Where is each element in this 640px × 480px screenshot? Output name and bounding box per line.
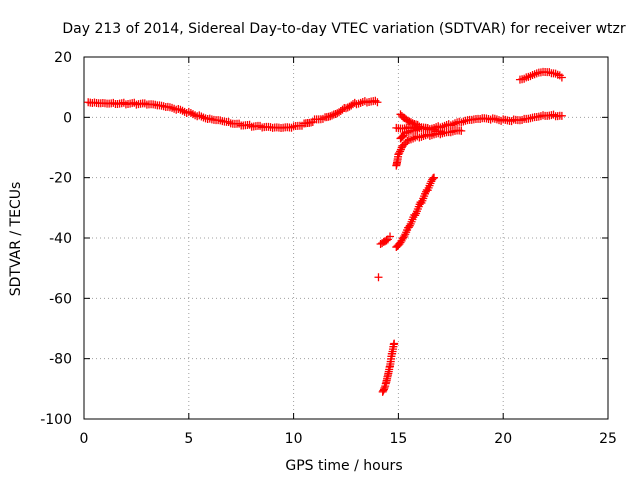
x-tick-label: 15 — [389, 431, 407, 447]
data-point — [457, 126, 466, 135]
data-point — [557, 73, 566, 82]
data-point — [382, 236, 391, 245]
data-point — [374, 273, 383, 282]
tick-labels: 0 5 10 15 20 25 -100 -80 -60 -40 -20 0 20 — [40, 50, 617, 447]
data-point — [438, 128, 447, 137]
y-tick-label: -80 — [49, 352, 72, 368]
data-point — [406, 118, 415, 127]
data-point — [338, 105, 347, 114]
data-point — [326, 112, 335, 121]
data-point — [403, 136, 412, 145]
y-axis-label: SDTVAR / TECUs — [8, 182, 24, 297]
data-point — [405, 221, 414, 230]
x-tick-label: 10 — [285, 431, 303, 447]
axis-ticks — [83, 56, 609, 420]
data-point — [401, 230, 410, 239]
data-points — [84, 67, 566, 396]
data-point — [396, 147, 405, 156]
data-point — [328, 111, 337, 120]
y-tick-label: -20 — [49, 171, 72, 187]
data-point — [395, 148, 404, 157]
data-point — [428, 175, 437, 184]
data-point — [404, 223, 413, 232]
data-point — [430, 173, 439, 182]
data-point — [411, 211, 420, 220]
data-point — [400, 232, 409, 241]
data-point — [408, 119, 417, 128]
chart-title: Day 213 of 2014, Sidereal Day-to-day VTE… — [62, 21, 626, 37]
x-tick-label: 25 — [599, 431, 617, 447]
data-point — [390, 339, 399, 348]
data-point — [557, 111, 566, 120]
y-tick-label: 0 — [63, 110, 72, 126]
data-point — [331, 109, 340, 118]
x-tick-label: 5 — [184, 431, 193, 447]
y-tick-label: 20 — [54, 50, 72, 66]
data-point — [373, 98, 382, 107]
y-tick-label: -40 — [49, 231, 72, 247]
data-point — [426, 179, 435, 188]
y-tick-label: -100 — [40, 412, 72, 428]
data-point — [342, 104, 350, 113]
x-tick-label: 20 — [494, 431, 512, 447]
data-point — [386, 232, 395, 241]
x-tick-label: 0 — [80, 431, 89, 447]
x-axis-label: GPS time / hours — [285, 458, 402, 474]
y-tick-label: -60 — [49, 291, 72, 307]
